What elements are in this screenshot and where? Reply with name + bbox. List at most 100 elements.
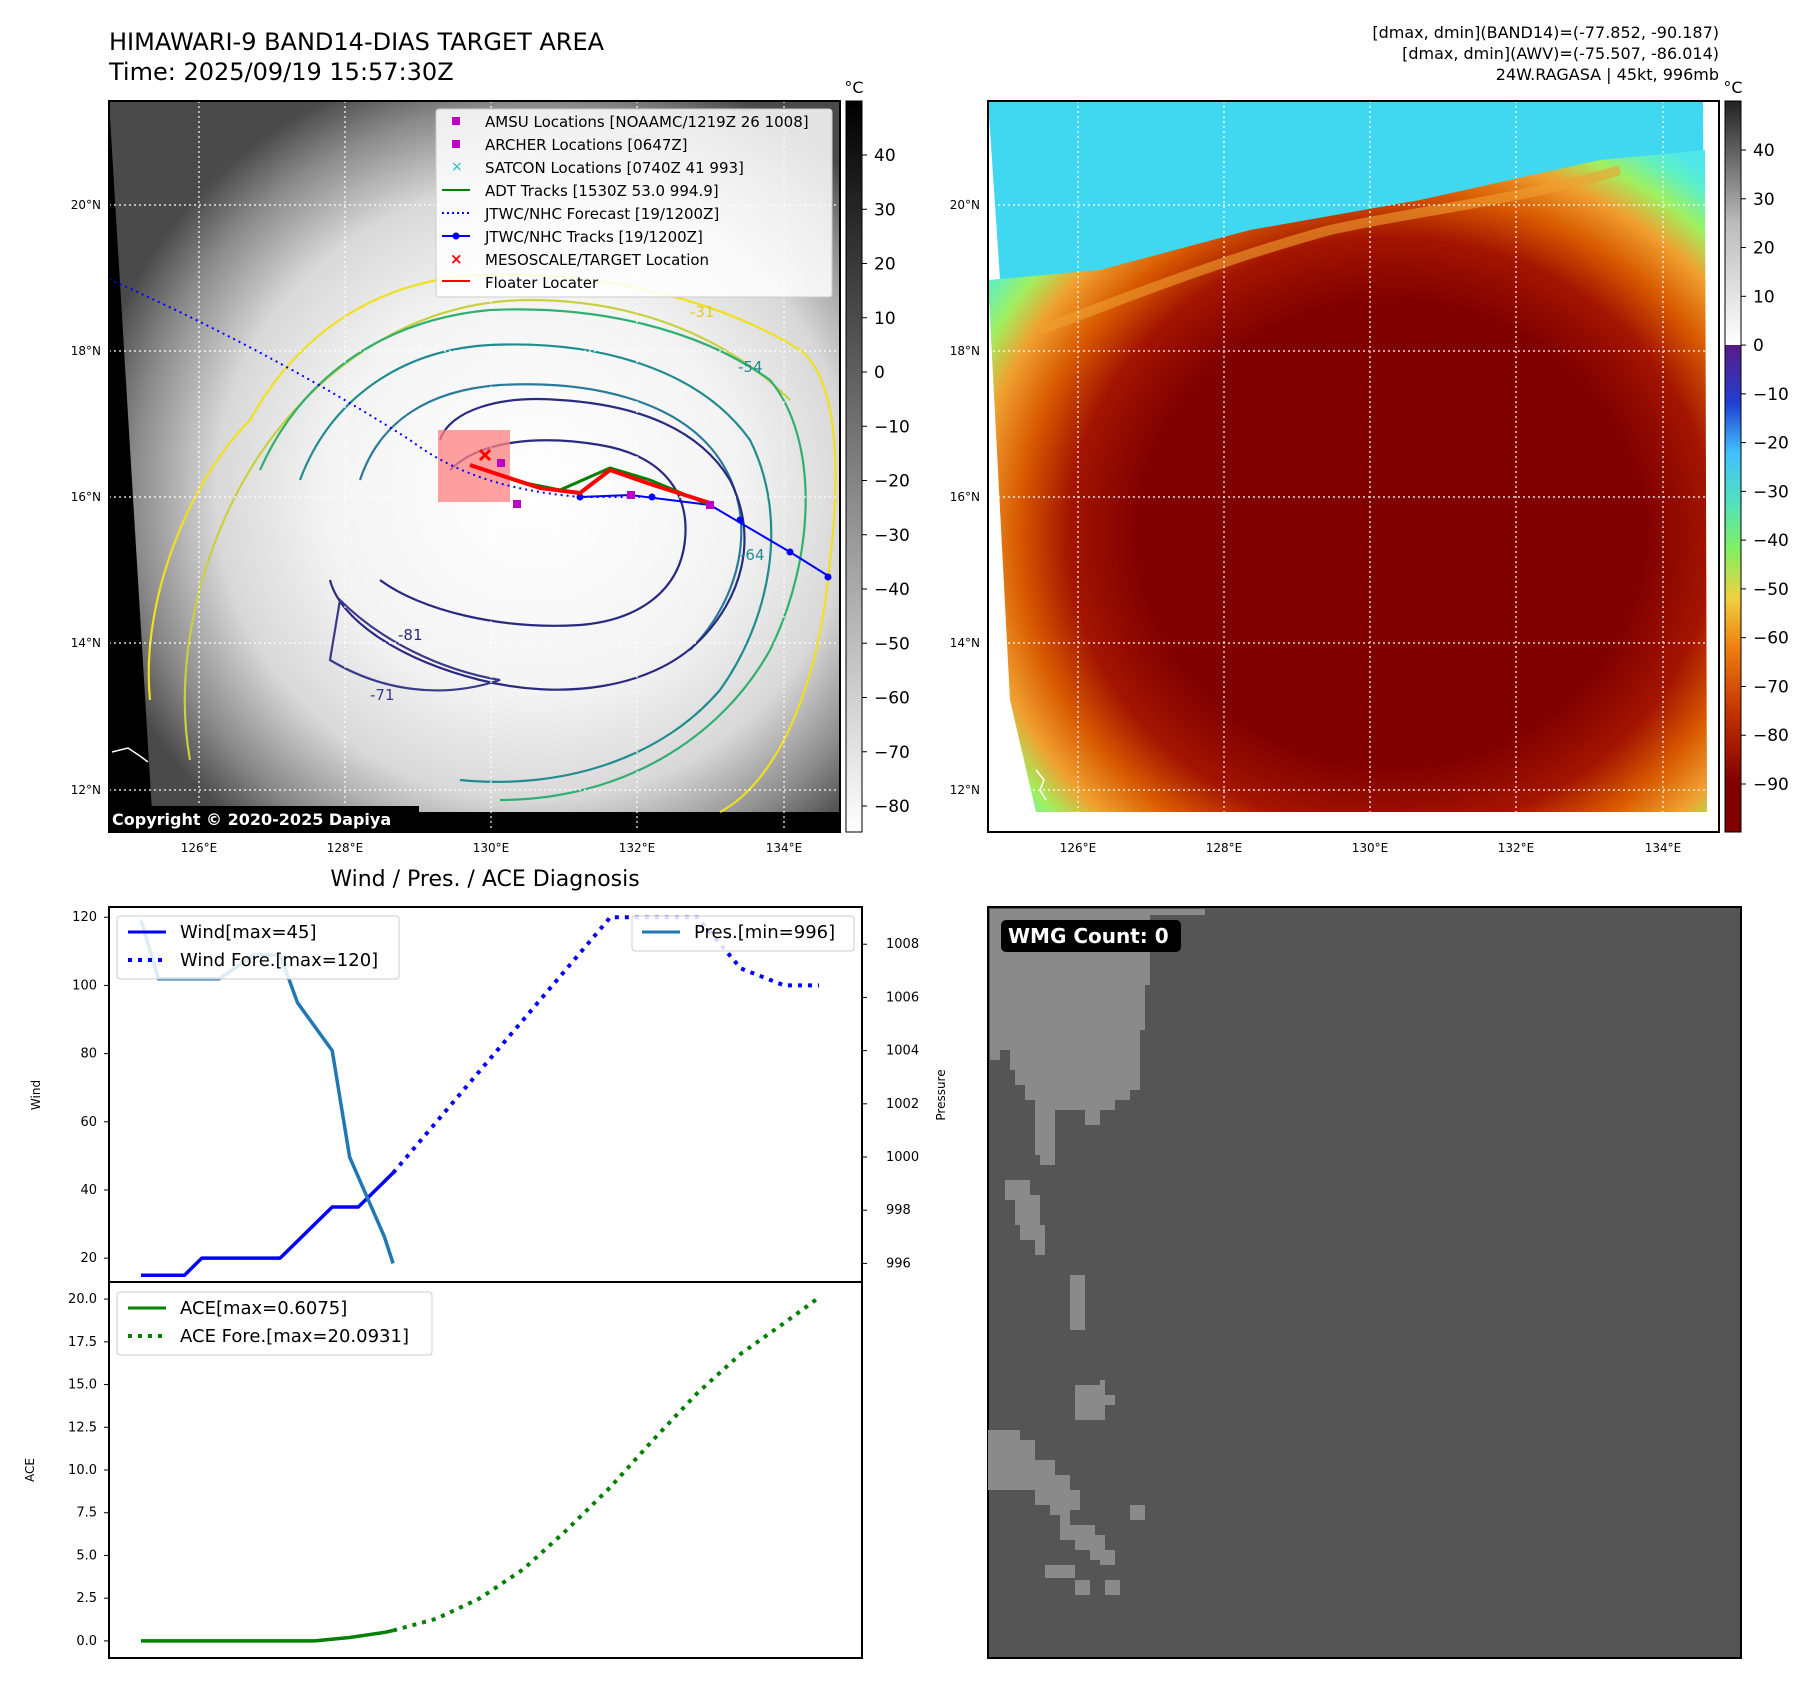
gray-colorbar-label-3: 10 [874, 309, 896, 329]
left-lon-130: 130°E [473, 841, 510, 855]
left-map-frame [108, 100, 841, 833]
wind-legend: Wind[max=45] Wind Fore.[max=120] [116, 915, 400, 980]
pres-ytick-label-2: 1000 [886, 1150, 919, 1165]
color-colorbar-label-13: −90 [1753, 775, 1789, 795]
color-colorbar-label-3: 10 [1753, 287, 1775, 307]
dmax-band14: [dmax, dmin](BAND14)=(-77.852, -90.187) [1372, 23, 1719, 42]
contour-navy-3 [328, 597, 501, 692]
ace-ytick-label-8: 20.0 [68, 1292, 97, 1307]
contour-label-54: -54 [738, 358, 763, 376]
legend-ace-fore: ACE Fore.[max=20.0931] [180, 1326, 409, 1347]
wmg-panel: WMG Count: 0 [987, 906, 1742, 1659]
color-colorbar-label-6: −20 [1753, 434, 1789, 454]
svg-text:×: × [451, 159, 463, 175]
wmg-cold-cloud-region [990, 909, 1205, 1165]
wind-ytick-label-0: 20 [80, 1251, 97, 1266]
amsu-markers [497, 459, 714, 509]
jtwc-track-dots [576, 493, 832, 581]
contour-teal-1 [298, 343, 773, 783]
gray-colorbar-label-5: −10 [874, 417, 910, 437]
jtwc-forecast-track [109, 278, 640, 498]
color-colorbar-label-5: −10 [1753, 385, 1789, 405]
pressure-legend: Pres.[min=996] [631, 915, 855, 952]
pres-ytick-label-3: 1002 [886, 1097, 919, 1112]
color-colorbar-label-0: 40 [1753, 141, 1775, 161]
diagnosis-title: Wind / Pres. / ACE Diagnosis [330, 867, 639, 892]
wmg-cloud-strip-3 [1075, 1380, 1115, 1420]
storm-info: 24W.RAGASA | 45kt, 996mb [1496, 65, 1719, 84]
right-lon-128: 128°E [1206, 841, 1243, 855]
ace-ytick-label-3: 7.5 [76, 1506, 97, 1521]
ace-ylabel: ACE [23, 1458, 37, 1482]
color-colorbar-label-12: −80 [1753, 726, 1789, 746]
gray-colorbar-label-4: 0 [874, 363, 885, 383]
ace-chart-series-0 [141, 1628, 394, 1643]
gray-colorbar-label-6: −20 [874, 472, 910, 492]
wind-ytick-label-1: 40 [80, 1183, 97, 1198]
gray-colorbar-label-9: −50 [874, 634, 910, 654]
pres-ytick-label-4: 1004 [886, 1044, 919, 1059]
ace-ytick-label-1: 2.5 [76, 1591, 97, 1606]
right-lat-20: 20°N [950, 198, 980, 212]
gray-colorbar-unit: °C [844, 78, 863, 97]
copyright-bg [109, 806, 419, 832]
pres-ytick-label-0: 996 [886, 1256, 911, 1271]
color-colorbar-label-11: −70 [1753, 677, 1789, 697]
legend-adt: ADT Tracks [1530Z 53.0 994.9] [485, 182, 719, 200]
legend-wind: Wind[max=45] [180, 922, 317, 943]
legend-floater: Floater Locater [485, 274, 599, 292]
figure-title: HIMAWARI-9 BAND14-DIAS TARGET AREA [109, 28, 605, 56]
right-lon-130: 130°E [1352, 841, 1389, 855]
ace-ytick-label-7: 17.5 [68, 1335, 97, 1350]
right-lat-14: 14°N [950, 636, 980, 650]
pressure-ylabel: Pressure [934, 1069, 948, 1120]
right-satellite-map [988, 101, 1719, 832]
wmg-cloud-strip-5 [1045, 1505, 1145, 1595]
right-map-frame [987, 100, 1720, 833]
contour-label-31: -31 [690, 303, 715, 321]
left-lon-132: 132°E [619, 841, 656, 855]
contour-label-71: -71 [370, 686, 395, 704]
wind-ytick-label-4: 100 [72, 978, 97, 993]
gray-colorbar-label-10: −60 [874, 689, 910, 709]
left-lat-14: 14°N [71, 636, 101, 650]
right-lon-132: 132°E [1498, 841, 1535, 855]
color-colorbar-label-10: −60 [1753, 629, 1789, 649]
wmg-count-badge [1001, 920, 1181, 952]
ace-ytick-label-5: 12.5 [68, 1420, 97, 1435]
color-colorbar-label-7: −30 [1753, 482, 1789, 502]
right-lon-126: 126°E [1060, 841, 1097, 855]
legend-ace: ACE[max=0.6075] [180, 1298, 347, 1319]
wind-chart-series-0 [141, 1171, 395, 1277]
gray-colorbar-label-11: −70 [874, 743, 910, 763]
left-lat-18: 18°N [71, 344, 101, 358]
legend-amsu: AMSU Locations [NOAAMC/1219Z 26 1008] [485, 113, 809, 131]
ace-ytick-label-4: 10.0 [68, 1463, 97, 1478]
svg-text:×: × [450, 250, 463, 268]
wind-ylabel: Wind [29, 1080, 43, 1110]
pres-ytick-label-5: 1006 [886, 990, 919, 1005]
color-colorbar-label-2: 20 [1753, 239, 1775, 259]
floater-track [469, 463, 711, 505]
right-lat-18: 18°N [950, 344, 980, 358]
right-lat-16: 16°N [950, 490, 980, 504]
color-colorbar-label-4: 0 [1753, 336, 1764, 356]
color-colorbar-label-8: −40 [1753, 531, 1789, 551]
wind-ytick-label-5: 120 [72, 910, 97, 925]
contour-navy-2 [379, 439, 687, 627]
wind-pressure-chart: Wind Pressure 20 40 60 80 100 120 996 998 1000 1… [29, 906, 948, 1283]
color-colorbar-label-9: −50 [1753, 580, 1789, 600]
legend-archer: ARCHER Locations [0647Z] [485, 136, 688, 154]
gray-colorbar-label-0: 40 [874, 146, 896, 166]
ace-ytick-label-2: 5.0 [76, 1548, 97, 1563]
legend-jtwc-forecast: JTWC/NHC Forecast [19/1200Z] [484, 205, 719, 223]
left-lon-134: 134°E [766, 841, 803, 855]
right-lon-134: 134°E [1645, 841, 1682, 855]
color-colorbar: °C 40 30 20 10 0 −10 −20 −30 −40 −50 −60 −70 −80 −90 [1723, 78, 1789, 833]
gray-colorbar-label-2: 20 [874, 255, 896, 275]
legend-wind-fore: Wind Fore.[max=120] [180, 950, 378, 971]
pres-ytick-label-6: 1008 [886, 937, 919, 952]
copyright-text: Copyright © 2020-2025 Dapiya [112, 810, 391, 829]
coastline-right [1035, 769, 1047, 801]
right-lat-12: 12°N [950, 783, 980, 797]
